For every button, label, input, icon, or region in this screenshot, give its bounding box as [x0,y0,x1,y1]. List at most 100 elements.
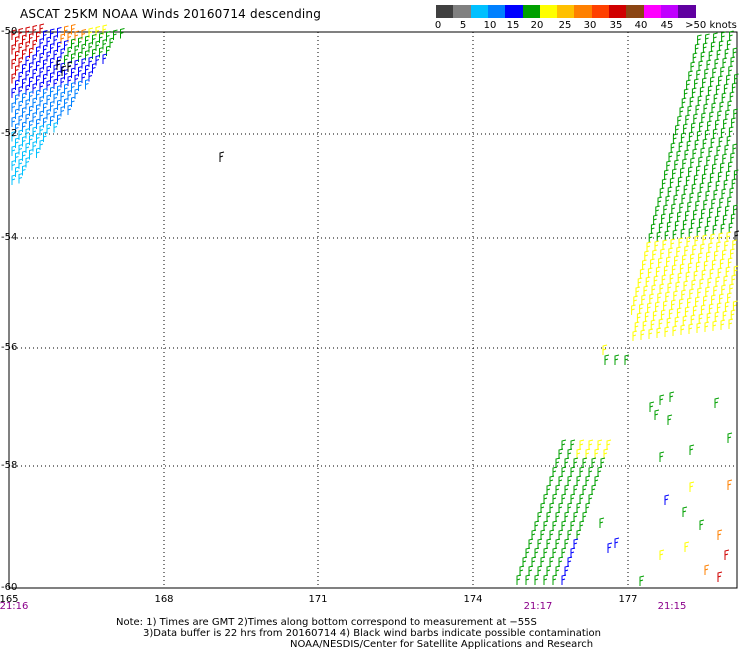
wind-barb [22,78,27,89]
wind-barb [43,30,48,41]
wind-barb [667,414,673,425]
wind-barb [85,79,90,90]
wind-barb [714,58,720,69]
wind-barb [707,181,713,192]
wind-barb [725,205,730,216]
wind-barb [697,287,702,298]
wind-barb [691,87,697,98]
wind-barb [726,74,731,85]
wind-barb [670,238,676,249]
wind-barb [11,73,17,84]
wind-barb [552,466,558,477]
wind-barb [658,222,664,233]
wind-barb [705,286,710,297]
wind-barb [567,556,573,567]
wind-barb [667,282,673,293]
wind-barb [704,68,709,79]
wind-barb [715,119,720,130]
wind-barb [660,309,666,320]
wind-barb [691,279,697,290]
wind-barb [120,28,125,39]
wind-barb [15,108,20,119]
wind-barb [672,168,677,179]
wind-barb [102,53,108,64]
wind-barb [675,185,681,196]
wind-barb [18,28,24,39]
wind-barb [668,247,673,258]
wind-barb [29,120,34,131]
wind-barb [714,397,720,408]
colorbar-label: 0 [434,20,442,31]
wind-barb [22,92,27,103]
wind-barb [727,100,733,111]
wind-barb [674,316,680,327]
wind-barb [22,136,27,147]
wind-barb [717,171,723,182]
wind-barb [543,493,549,504]
wind-barb [684,149,690,160]
wind-barb [704,164,709,175]
wind-barb [647,302,652,313]
wind-barb [718,232,724,243]
wind-barb [50,115,55,126]
wind-barb [15,79,20,90]
wind-barb [687,262,693,273]
wind-barb [25,70,31,81]
wind-barb [564,538,570,549]
wind-barb [36,118,41,129]
wind-barb [683,123,688,134]
wind-barb [676,307,682,318]
wind-barb [700,304,706,315]
wind-barb [666,317,672,328]
wind-barb [682,219,688,230]
wind-barb [671,203,676,214]
wind-barb [639,268,645,279]
wind-barb [567,529,573,540]
wind-barb [728,65,733,76]
wind-barb [698,60,704,71]
wind-barb [597,466,603,477]
wind-barb [697,34,702,45]
wind-barb [32,97,38,108]
wind-barbs [11,23,740,586]
wind-barb [614,537,620,548]
colorbar-label: 20 [530,20,544,31]
wind-barb [43,131,48,142]
wind-barb [694,235,700,246]
wind-barb [60,91,66,102]
wind-barb [579,520,585,531]
wind-barb [649,293,654,304]
wind-barb [81,29,87,40]
colorbar-swatch [487,5,506,18]
wind-barb [32,126,38,137]
wind-barb [102,24,108,35]
wind-barb [712,128,718,139]
wind-barb [712,224,718,235]
wind-barb [85,64,90,75]
wind-barb [687,297,692,308]
wind-barb [60,33,66,44]
wind-barb [704,564,710,575]
wind-barb [602,344,608,355]
wind-barb [719,293,724,304]
wind-barb [642,320,648,331]
wind-barb [698,217,704,228]
wind-barb [85,50,90,61]
wind-barb [639,303,644,314]
wind-barb [712,163,717,174]
colorbar-swatch [453,5,471,18]
wind-barb [645,276,651,287]
wind-barb [686,79,691,90]
wind-barb [549,556,555,567]
wind-barb [729,91,735,102]
wind-barb [588,493,594,504]
wind-barb [708,50,714,61]
wind-barb [60,106,66,117]
wind-barb [53,122,59,133]
wind-barb [670,142,676,153]
wind-barb [734,230,740,241]
wind-barb [561,493,567,504]
wind-barb [721,284,726,295]
wind-barb [730,56,736,67]
latitude-label: -54 [1,232,18,243]
